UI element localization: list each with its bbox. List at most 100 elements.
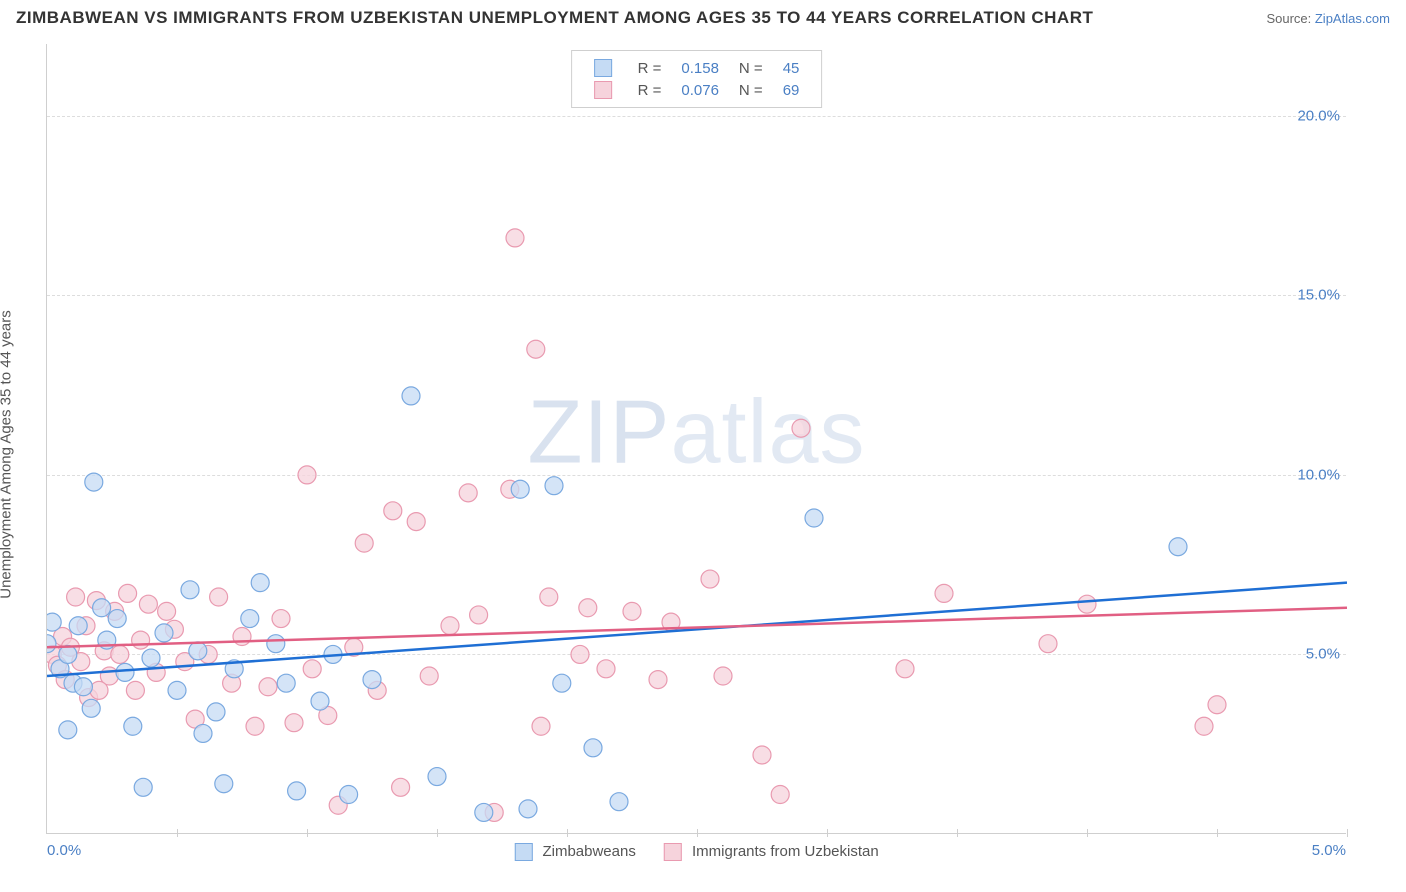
data-point — [90, 681, 108, 699]
data-point — [1208, 696, 1226, 714]
data-point — [59, 645, 77, 663]
data-point — [215, 775, 233, 793]
legend-r-value: 0.158 — [671, 57, 729, 79]
data-point — [134, 778, 152, 796]
legend-item: Zimbabweans — [514, 843, 636, 860]
data-point — [511, 480, 529, 498]
data-point — [753, 746, 771, 764]
legend-n-value: 45 — [773, 57, 810, 79]
data-point — [74, 678, 92, 696]
data-point — [805, 509, 823, 527]
data-point — [124, 717, 142, 735]
data-point — [194, 724, 212, 742]
data-point — [519, 800, 537, 818]
data-point — [251, 574, 269, 592]
data-point — [303, 660, 321, 678]
data-point — [139, 595, 157, 613]
x-tick — [957, 829, 958, 837]
data-point — [298, 466, 316, 484]
legend-n-value: 69 — [773, 79, 810, 101]
data-point — [210, 588, 228, 606]
x-tick — [1217, 829, 1218, 837]
x-tick — [567, 829, 568, 837]
data-point — [384, 502, 402, 520]
data-point — [246, 717, 264, 735]
data-point — [896, 660, 914, 678]
data-point — [579, 599, 597, 617]
data-point — [545, 477, 563, 495]
data-point — [506, 229, 524, 247]
data-point — [540, 588, 558, 606]
data-point — [1078, 595, 1096, 613]
x-tick — [697, 829, 698, 837]
data-point — [363, 671, 381, 689]
data-point — [67, 588, 85, 606]
data-point — [392, 778, 410, 796]
data-point — [85, 473, 103, 491]
x-tick — [307, 829, 308, 837]
source-label: Source: ZipAtlas.com — [1266, 11, 1390, 26]
data-point — [126, 681, 144, 699]
legend-r-label: R = — [628, 79, 672, 101]
data-point — [532, 717, 550, 735]
legend-swatch — [514, 843, 532, 861]
data-point — [132, 631, 150, 649]
data-point — [267, 635, 285, 653]
legend-swatch — [664, 843, 682, 861]
data-point — [441, 617, 459, 635]
x-tick — [1347, 829, 1348, 837]
data-point — [119, 584, 137, 602]
data-point — [207, 703, 225, 721]
x-axis-min-label: 0.0% — [47, 842, 81, 859]
data-point — [459, 484, 477, 502]
data-point — [597, 660, 615, 678]
legend-item: Immigrants from Uzbekistan — [664, 843, 879, 860]
data-point — [428, 768, 446, 786]
y-axis-label: Unemployment Among Ages 35 to 44 years — [0, 310, 15, 599]
data-point — [116, 663, 134, 681]
series-legend: Zimbabweans Immigrants from Uzbekistan — [500, 843, 892, 861]
data-point — [277, 674, 295, 692]
data-point — [158, 602, 176, 620]
data-point — [610, 793, 628, 811]
data-point — [311, 692, 329, 710]
data-point — [181, 581, 199, 599]
data-point — [233, 628, 251, 646]
legend-r-label: R = — [628, 57, 672, 79]
data-point — [420, 667, 438, 685]
legend-r-value: 0.076 — [671, 79, 729, 101]
data-point — [553, 674, 571, 692]
x-tick — [437, 829, 438, 837]
data-point — [1169, 538, 1187, 556]
x-tick — [1087, 829, 1088, 837]
x-tick — [827, 829, 828, 837]
data-point — [111, 645, 129, 663]
data-point — [259, 678, 277, 696]
data-point — [792, 419, 810, 437]
data-point — [93, 599, 111, 617]
x-tick — [177, 829, 178, 837]
data-point — [272, 610, 290, 628]
data-point — [701, 570, 719, 588]
data-point — [355, 534, 373, 552]
source-link[interactable]: ZipAtlas.com — [1315, 11, 1390, 26]
data-point — [475, 803, 493, 821]
legend-n-label: N = — [729, 79, 773, 101]
legend-swatch — [594, 81, 612, 99]
data-point — [241, 610, 259, 628]
data-point — [285, 714, 303, 732]
legend-swatch — [594, 59, 612, 77]
x-axis-max-label: 5.0% — [1312, 842, 1346, 859]
data-point — [714, 667, 732, 685]
data-point — [1195, 717, 1213, 735]
data-point — [470, 606, 488, 624]
data-point — [108, 610, 126, 628]
data-point — [142, 649, 160, 667]
data-point — [59, 721, 77, 739]
scatter-layer — [47, 44, 1347, 834]
data-point — [771, 786, 789, 804]
chart-plot-area: ZIPatlas 5.0%10.0%15.0%20.0% R =0.158N =… — [46, 44, 1346, 834]
data-point — [189, 642, 207, 660]
data-point — [288, 782, 306, 800]
data-point — [168, 681, 186, 699]
